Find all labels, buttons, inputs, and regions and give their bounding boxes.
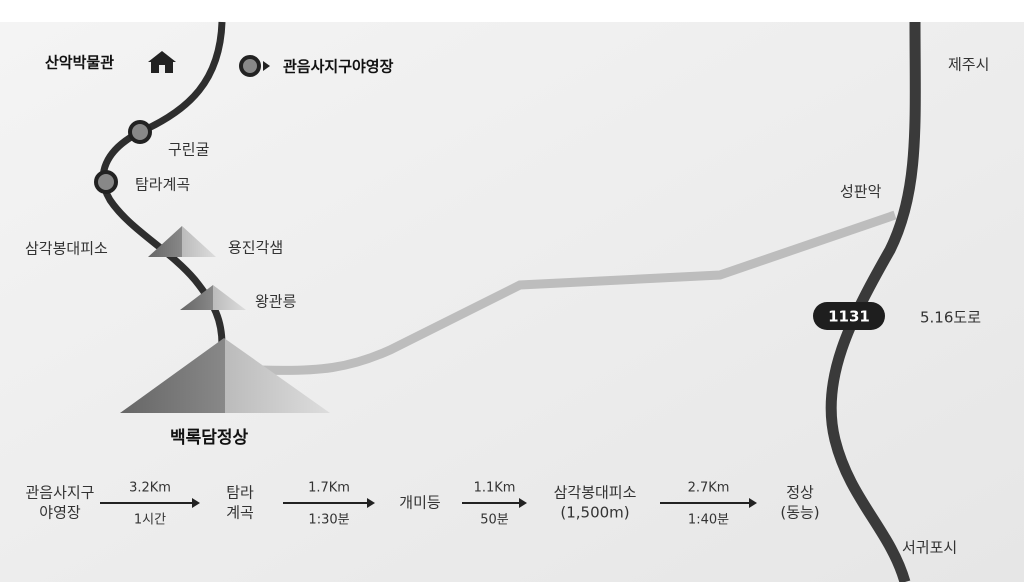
route-step: (동능) xyxy=(780,504,819,522)
summit-label: 백록담정상 xyxy=(170,428,249,448)
leg-distance: 3.2Km xyxy=(129,481,171,496)
marker-pointer xyxy=(263,61,270,71)
mountain-icon xyxy=(180,285,246,310)
mountain-summit-icon xyxy=(120,338,330,413)
place-label: 산악박물관 xyxy=(45,54,114,72)
place-label: 탐라계곡 xyxy=(135,176,190,194)
leg-time: 1:40분 xyxy=(688,513,729,528)
route-step: 정상 xyxy=(786,484,814,502)
road-number: 1131 xyxy=(828,308,870,326)
leg-distance: 2.7Km xyxy=(688,481,730,496)
route-step: 관음사지구 xyxy=(25,484,94,502)
leg-time: 50분 xyxy=(480,513,509,528)
route-step: 야영장 xyxy=(39,504,81,522)
arrow-head xyxy=(749,498,757,508)
leg-distance: 1.1Km xyxy=(474,481,516,496)
leg-distance: 1.7Km xyxy=(308,481,350,496)
road-name: 5.16도로 xyxy=(920,309,981,327)
mountain-icon xyxy=(148,226,216,257)
route-step: 삼각봉대피소 xyxy=(554,484,637,502)
place-label: 성판악 xyxy=(840,183,882,201)
place-label: 왕관릉 xyxy=(255,293,297,311)
arrow-head xyxy=(192,498,200,508)
arrow-head xyxy=(519,498,527,508)
route-step: (1,500m) xyxy=(560,504,629,522)
museum-icon xyxy=(148,51,176,73)
trail-marker xyxy=(94,170,118,194)
place-label: 관음사지구야영장 xyxy=(283,58,394,76)
trail-marker xyxy=(128,120,152,144)
gwaneumsa-trail xyxy=(99,21,226,346)
leg-time: 1시간 xyxy=(134,513,166,528)
arrow-head xyxy=(367,498,375,508)
leg-time: 1:30분 xyxy=(308,513,349,528)
place-label: 삼각봉대피소 xyxy=(25,240,108,258)
route-step: 개미등 xyxy=(399,494,441,512)
route-step: 탐라 xyxy=(226,484,254,502)
place-label: 구린굴 xyxy=(168,141,210,159)
campground-marker xyxy=(239,55,261,77)
place-label: 제주시 xyxy=(948,56,989,74)
road-number-badge xyxy=(813,302,885,330)
place-label: 용진각샘 xyxy=(228,239,283,257)
seongpanak-trail xyxy=(259,210,897,375)
place-label: 서귀포시 xyxy=(902,539,957,557)
route-step: 계곡 xyxy=(226,504,254,522)
route-summary: 관음사지구야영장 탐라계곡 개미등 삼각봉대피소 (1,500m) 정상 (동능) 3.2Km… xyxy=(25,481,819,528)
